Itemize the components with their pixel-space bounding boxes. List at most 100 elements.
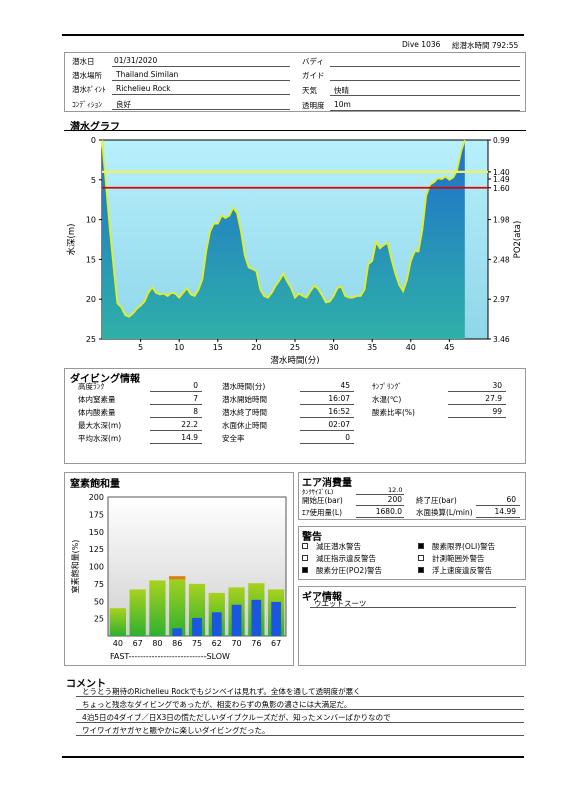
condition-value: 良好 <box>116 100 131 109</box>
air-title: エア消費量 <box>302 478 352 489</box>
point-value: Richelieu Rock <box>116 84 171 93</box>
n2-x-tick-label: 76 <box>251 639 261 648</box>
dive-info-value: 16:52 <box>328 407 350 416</box>
gear-title: ギア情報 <box>302 592 342 603</box>
warning-label: 浮上速度違反警告 <box>432 566 492 575</box>
n2-x-tick-label: 67 <box>271 639 281 648</box>
n2-y-tick-label: 150 <box>89 528 104 537</box>
y2-tick-label: 3.46 <box>493 335 510 344</box>
n2-x-tick-label: 62 <box>212 639 222 648</box>
dive-info-value: 14.9 <box>181 433 198 442</box>
x-tick-label: 5 <box>138 343 143 352</box>
n2-x-tick-label: 70 <box>231 639 241 648</box>
dive-info-label: ｻﾝﾌﾟﾘﾝｸﾞ <box>372 382 402 391</box>
n2-bar-green <box>169 576 186 636</box>
n2-y-axis-label: 窒素飽和量(%) <box>70 540 80 594</box>
place-label: 潜水場所 <box>72 71 102 80</box>
dive-info-label: 平均水深(m) <box>78 434 122 443</box>
y2-tick-label: 0.99 <box>493 136 510 145</box>
dive-info-label: 水温(℃) <box>372 395 402 404</box>
y2-tick-label: 1.60 <box>493 184 510 193</box>
n2-y-tick-label: 175 <box>89 510 104 519</box>
gear-item: ウエットスーツ <box>314 599 367 608</box>
n2-x-tick-label: 80 <box>152 639 162 648</box>
dive-info-label: 水面休止時間 <box>222 421 267 430</box>
n2-y-tick-label: 75 <box>94 580 104 589</box>
dive-info-label: 潜水終了時間 <box>222 408 267 417</box>
n2-y-tick-label: 125 <box>89 545 104 554</box>
gear-box <box>298 586 526 666</box>
x-axis-label: 潜水時間(分) <box>270 355 319 366</box>
y-tick-label: 5 <box>91 176 96 185</box>
tank-label: ﾀﾝｸｻｲｽﾞ(L) <box>302 488 334 496</box>
start-pressure-value: 200 <box>387 495 402 504</box>
n2-bar-blue <box>231 604 242 636</box>
total-dive-time: 総潜水時間 792:55 <box>452 41 519 50</box>
dive-info-label: 安全率 <box>222 434 245 443</box>
n2-x-tick-label: 75 <box>192 639 202 648</box>
comment-title: コメント <box>66 679 106 690</box>
nitrogen-box <box>64 472 294 666</box>
dive-info-value: 8 <box>193 407 198 416</box>
n2-bar-green <box>129 589 146 636</box>
x-tick-label: 30 <box>329 343 339 352</box>
n2-bar-blue <box>172 628 183 636</box>
x-tick-label: 45 <box>444 343 454 352</box>
n2-bar-green <box>149 580 166 636</box>
dive-info-value: 7 <box>193 394 198 403</box>
dive-info-value: 99 <box>492 407 502 416</box>
y2-axis-label: PO2(ata) <box>513 221 523 259</box>
y2-tick-label: 2.97 <box>493 295 510 304</box>
y-tick-label: 0 <box>91 136 96 145</box>
n2-y-tick-label: 50 <box>94 597 104 606</box>
visibility-label: 透明度 <box>302 101 325 110</box>
dive-number: Dive 1036 <box>402 40 441 49</box>
n2-y-tick-label: 25 <box>94 615 104 624</box>
comment-line: ワイワイガヤガヤと賑やかに楽しいダイビングだった。 <box>82 726 270 735</box>
x-tick-label: 40 <box>406 343 416 352</box>
nitrogen-title: 窒素飽和量 <box>70 479 120 490</box>
warning-checkbox <box>418 543 424 549</box>
end-pressure-value: 60 <box>506 495 516 504</box>
n2-x-tick-label: 86 <box>172 639 182 648</box>
start-pressure-label: 開始圧(bar) <box>302 496 343 505</box>
buddy-label: バディ <box>302 57 324 66</box>
dive-info-value: 02:07 <box>328 420 350 429</box>
air-use-value: 1680.0 <box>375 507 402 516</box>
condition-label: ｺﾝﾃﾞｨｼｮﾝ <box>72 100 102 109</box>
warning-checkbox <box>302 555 308 561</box>
top-rule <box>62 34 524 36</box>
y2-tick-label: 1.40 <box>493 168 510 177</box>
warnings-box <box>298 526 526 580</box>
n2-bar-green <box>109 608 126 636</box>
n2-bar-blue <box>271 601 281 636</box>
surface-rate-label: 水面換算(L/min) <box>416 508 473 517</box>
date-label: 潜水日 <box>72 57 95 66</box>
tank-value: 12.0 <box>388 486 403 494</box>
point-label: 潜水ﾎﾟｲﾝﾄ <box>72 85 106 94</box>
y2-tick-label: 2.48 <box>493 255 510 264</box>
air-box <box>298 472 526 520</box>
n2-x-tick-label: 67 <box>133 639 143 648</box>
n2-x-tick-label: 40 <box>113 639 123 648</box>
x-tick-label: 20 <box>251 343 261 352</box>
bottom-rule <box>62 756 524 758</box>
warning-label: 減圧潜水警告 <box>316 542 361 551</box>
end-pressure-label: 終了圧(bar) <box>416 496 457 505</box>
x-tick-label: 25 <box>290 343 300 352</box>
y2-tick-label: 1.49 <box>493 175 510 184</box>
y-axis-label: 水深(m) <box>66 224 77 256</box>
date-value: 01/31/2020 <box>114 56 158 65</box>
warning-label: 減圧指示違反警告 <box>316 554 376 563</box>
warning-label: 酸素限界(OLI)警告 <box>432 542 496 551</box>
warning-checkbox <box>302 567 308 573</box>
warning-checkbox <box>418 555 424 561</box>
dive-info-label: 高度ﾗﾝｸ <box>78 382 105 391</box>
n2-x-range-label: FAST---------------------------SLOW <box>110 652 230 661</box>
warnings-title: 警告 <box>302 532 322 543</box>
dive-info-value: 27.9 <box>485 394 502 403</box>
y-tick-label: 15 <box>86 255 96 264</box>
place-value: Thailand Similan <box>116 70 179 79</box>
n2-bar-blue <box>192 617 202 636</box>
dive-info-value: 0 <box>193 381 198 390</box>
